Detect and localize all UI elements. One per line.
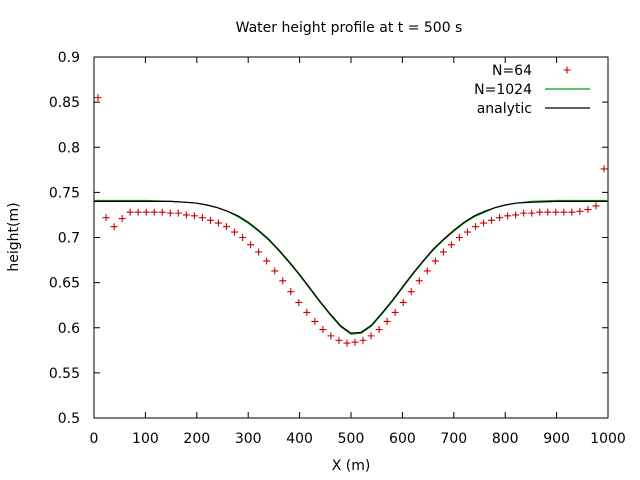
data-point (303, 308, 311, 316)
x-tick-label: 400 (286, 431, 313, 447)
legend-swatch-n-64 (563, 66, 571, 74)
legend: N=64 N=1024 analytic (474, 63, 590, 117)
data-point (166, 209, 174, 217)
data-point (182, 211, 190, 219)
data-point (600, 165, 608, 173)
data-point (383, 317, 391, 325)
data-point (359, 336, 367, 344)
data-point (158, 208, 166, 216)
data-point (471, 223, 479, 231)
x-tick-label: 500 (338, 431, 365, 447)
x-tick-label: 1000 (590, 431, 626, 447)
data-point (592, 202, 600, 210)
data-point (255, 248, 263, 256)
data-point (335, 336, 343, 344)
x-tick-label: 200 (183, 431, 210, 447)
y-tick-label: 0.7 (58, 231, 80, 247)
y-tick-label: 0.85 (49, 95, 80, 111)
data-point (584, 206, 592, 214)
data-point (110, 223, 118, 231)
y-tick-label: 0.5 (58, 411, 80, 427)
data-point (295, 298, 303, 306)
y-tick-label: 0.8 (58, 140, 80, 156)
data-point (528, 209, 536, 217)
data-point (351, 338, 359, 346)
data-point (239, 234, 247, 241)
x-tick-label: 0 (90, 431, 99, 447)
x-axis-label: X (m) (332, 458, 371, 474)
y-tick-label: 0.6 (58, 321, 80, 337)
y-tick-label: 0.55 (49, 366, 80, 382)
data-point (391, 308, 399, 316)
data-point (263, 257, 271, 265)
data-point (536, 208, 544, 216)
data-point (463, 228, 471, 236)
data-point (560, 208, 568, 216)
data-point (512, 211, 520, 219)
data-point (327, 332, 335, 340)
data-point (174, 209, 182, 217)
series-layer (94, 94, 608, 347)
data-point (319, 326, 327, 334)
chart-title: Water height profile at t = 500 s (236, 20, 463, 36)
y-axis-label: height(m) (6, 202, 22, 271)
data-point (367, 332, 375, 340)
data-point (504, 212, 512, 220)
data-point (271, 267, 279, 275)
data-point (488, 216, 496, 224)
data-point (223, 223, 231, 231)
data-point (214, 219, 222, 227)
data-point (94, 94, 102, 102)
data-point (496, 214, 504, 222)
data-point (520, 209, 528, 217)
data-point (118, 215, 126, 223)
data-point (431, 257, 439, 265)
data-point (198, 214, 206, 222)
series-line-analytic (94, 200, 608, 334)
data-point (375, 326, 383, 334)
data-point (102, 214, 110, 222)
legend-label-n-64: N=64 (492, 63, 532, 79)
data-point (552, 208, 560, 216)
data-point (447, 241, 455, 249)
legend-label-analytic: analytic (477, 101, 532, 117)
y-tick-label: 0.9 (58, 50, 80, 66)
y-tick-label: 0.75 (49, 185, 80, 201)
data-point (287, 288, 295, 296)
data-point (190, 212, 198, 220)
data-point (343, 339, 351, 347)
series-line-n-1024 (94, 199, 608, 335)
x-tick-label: 600 (389, 431, 416, 447)
data-point (407, 288, 415, 296)
series-points-n-64 (94, 94, 608, 347)
x-tick-label: 900 (543, 431, 570, 447)
data-point (576, 207, 584, 215)
data-point (415, 277, 423, 285)
data-point (439, 248, 447, 256)
data-point (279, 277, 287, 285)
data-point (544, 208, 552, 216)
y-tick-label: 0.65 (49, 276, 80, 292)
legend-label-n-1024: N=1024 (474, 82, 532, 98)
data-point (311, 317, 319, 325)
x-tick-label: 700 (440, 431, 467, 447)
data-point (206, 216, 214, 224)
data-point (480, 219, 488, 227)
data-point (134, 208, 142, 216)
x-tick-label: 100 (132, 431, 159, 447)
axes: 0 100 200 300 400 500 600 700 800 900 1000 0.5 0.55 0… (49, 50, 626, 447)
x-tick-label: 300 (235, 431, 262, 447)
data-point (126, 208, 134, 216)
data-point (150, 208, 158, 216)
data-point (423, 267, 431, 275)
x-tick-label: 800 (492, 431, 519, 447)
data-point (247, 241, 255, 249)
data-point (399, 298, 407, 306)
data-point (568, 208, 576, 216)
data-point (455, 234, 463, 241)
data-point (142, 208, 150, 216)
data-point (231, 228, 239, 236)
